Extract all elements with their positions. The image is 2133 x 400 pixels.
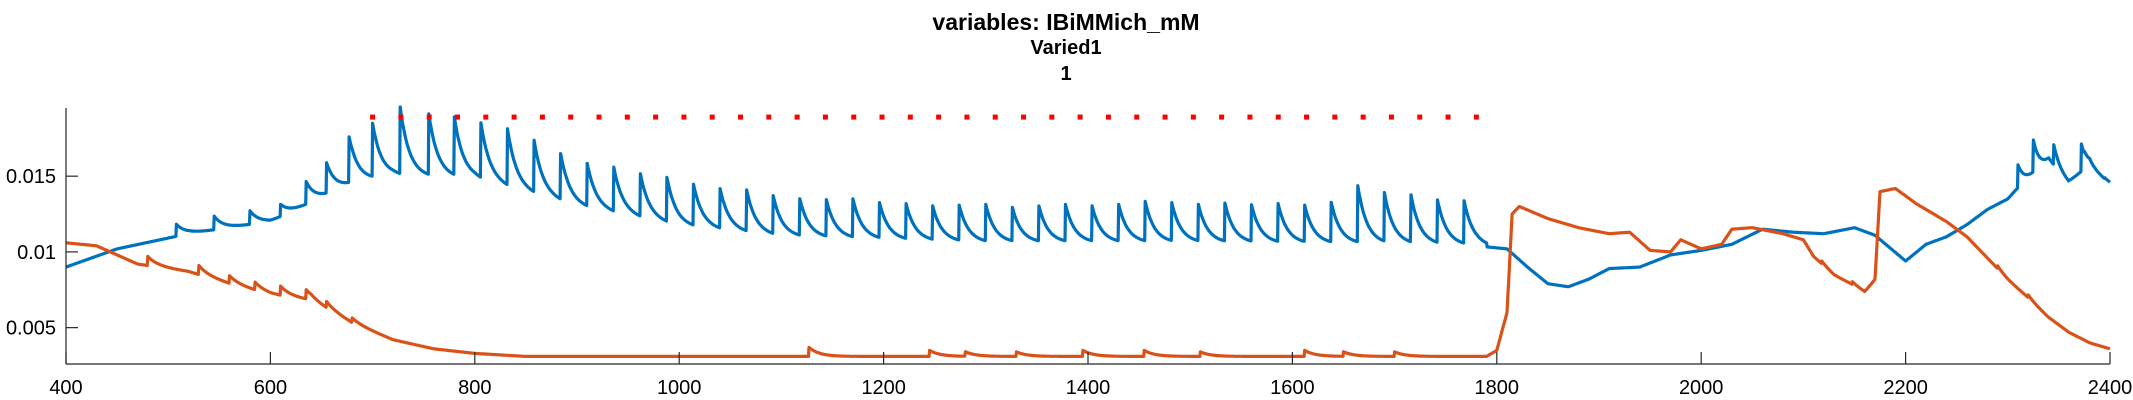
x-tick-label: 2000 (1679, 377, 1724, 399)
stimulus-marker (370, 114, 376, 120)
stimulus-marker (1219, 114, 1225, 120)
stimulus-marker (709, 114, 715, 120)
x-tick-label: 400 (49, 377, 82, 399)
stimulus-marker (1021, 114, 1027, 120)
stimulus-marker (907, 114, 913, 120)
y-axis-ticks: 0.005 0.01 0.015 (6, 166, 78, 340)
stimulus-marker (1134, 114, 1140, 120)
stimulus-marker (1077, 114, 1083, 120)
stimulus-marker (1360, 114, 1366, 120)
stimulus-marker (1049, 114, 1055, 120)
y-tick-label: 0.015 (6, 166, 56, 188)
x-tick-label: 2200 (1883, 377, 1928, 399)
x-tick-label: 1000 (657, 377, 702, 399)
stimulus-marker (398, 114, 404, 120)
stimulus-marker (1275, 114, 1281, 120)
stimulus-marker (568, 114, 574, 120)
stimulus-marker (1162, 114, 1168, 120)
stimulus-marker (511, 114, 517, 120)
stimulus-marker (766, 114, 772, 120)
x-tick-label: 800 (458, 377, 491, 399)
stimulus-marker (681, 114, 687, 120)
stimulus-marker (1304, 114, 1310, 120)
chart-subtitle-index: 1 (1060, 63, 1071, 85)
stimulus-marker (426, 114, 432, 120)
x-tick-label: 1400 (1066, 377, 1111, 399)
stimulus-marker (964, 114, 970, 120)
stimulus-marker (483, 114, 489, 120)
chart-title: variables: IBiMMich_mM (932, 9, 1199, 35)
stimulus-marker (992, 114, 998, 120)
stimulus-marker (1332, 114, 1338, 120)
stimulus-marker (1247, 114, 1253, 120)
stimulus-marker (1445, 114, 1451, 120)
stimulus-marker (936, 114, 942, 120)
stimulus-markers (370, 114, 1479, 120)
stimulus-marker (1190, 114, 1196, 120)
stimulus-marker (1105, 114, 1111, 120)
y-tick-label: 0.01 (17, 242, 56, 264)
y-tick-label: 0.005 (6, 318, 56, 340)
stimulus-marker (851, 114, 857, 120)
series-layer (64, 105, 2112, 358)
x-tick-label: 2400 (2088, 377, 2133, 399)
stimulus-marker (879, 114, 885, 120)
stimulus-marker (1417, 114, 1423, 120)
stimulus-marker (539, 114, 545, 120)
series-line-blue (64, 105, 2112, 289)
stimulus-marker (455, 114, 461, 120)
x-tick-label: 1200 (861, 377, 906, 399)
x-axis-ticks: 400 600 800 1000 1200 1400 1600 1800 2000 2200 240… (49, 352, 2132, 399)
x-tick-label: 600 (254, 377, 287, 399)
stimulus-marker (653, 114, 659, 120)
x-tick-label: 1600 (1270, 377, 1315, 399)
chart-subtitle: Varied1 (1030, 37, 1101, 59)
stimulus-marker (1388, 114, 1394, 120)
stimulus-marker (794, 114, 800, 120)
stimulus-marker (596, 114, 602, 120)
stimulus-marker (822, 114, 828, 120)
series-line-orange (64, 186, 2112, 358)
stimulus-marker (624, 114, 630, 120)
stimulus-marker (738, 114, 744, 120)
x-tick-label: 1800 (1475, 377, 1520, 399)
stimulus-marker (1473, 114, 1479, 120)
